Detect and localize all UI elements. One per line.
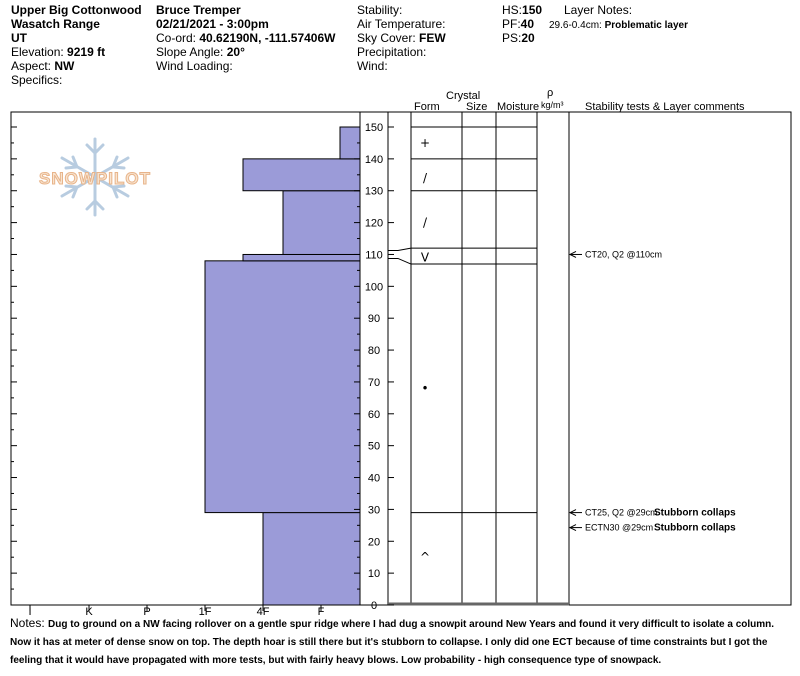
stability-test-label: ECTN30 @29cm — [585, 523, 653, 533]
col-moisture: Moisture — [497, 101, 540, 113]
stability-test-label: CT20, Q2 @110cm — [585, 249, 662, 259]
crystal-form-symbol: V — [421, 251, 430, 265]
crystal-form-symbol: / — [423, 171, 428, 185]
crystal-form-symbol: • — [421, 381, 428, 395]
notes-label: Notes: — [10, 616, 45, 630]
pf-value: PF:40 — [502, 17, 535, 31]
layer-connector — [388, 257, 412, 265]
watermark-text: SNOWPILOT — [39, 169, 151, 189]
depth-tick-label: 150 — [365, 122, 383, 134]
stability-comment: Stubborn collaps — [654, 523, 736, 534]
depth-tick-label: 60 — [368, 409, 380, 421]
snowflake-icon — [60, 137, 130, 217]
depth-tick-label: 130 — [365, 186, 383, 198]
depth-tick-label: 140 — [365, 154, 383, 166]
notes-section: Notes: Dug to ground on a NW facing roll… — [10, 615, 790, 669]
col-density-symbol: ρ — [547, 87, 554, 99]
crystal-form-symbol: ^ — [420, 550, 430, 564]
stability-arrowhead — [568, 524, 577, 532]
hs-value: HS:150 — [502, 3, 543, 17]
depth-tick-label: 110 — [365, 249, 383, 261]
depth-tick-label: 80 — [368, 345, 380, 357]
stability-arrowhead — [568, 251, 577, 258]
hardness-bar — [242, 158, 361, 192]
state: UT — [11, 31, 27, 45]
depth-tick-label: 10 — [368, 568, 380, 580]
hardness-tick-label: F — [318, 606, 325, 618]
observer: Bruce Tremper — [156, 3, 241, 17]
hardness-bar — [242, 253, 361, 262]
depth-tick-label: 50 — [368, 441, 380, 453]
depth-tick-label: 120 — [365, 218, 383, 230]
hardness-bar — [204, 260, 361, 514]
sky-cover: Sky Cover: FEW — [357, 31, 446, 45]
stability-label: Stability: — [357, 3, 403, 17]
crystal-form-symbol: / — [423, 216, 428, 230]
hardness-tick-label: 1F — [199, 606, 212, 618]
notes-text: Dug to ground on a NW facing rollover on… — [10, 619, 775, 666]
stability-arrowhead — [568, 509, 577, 517]
mountain-range: Wasatch Range — [11, 17, 100, 31]
stability-comment: Stubborn collaps — [654, 508, 736, 519]
slope-angle: Slope Angle: 20° — [156, 45, 245, 59]
col-density-unit: kg/m³ — [541, 100, 564, 110]
layer-notes-label: Layer Notes: — [564, 3, 633, 17]
hardness-tick-label: P — [143, 606, 150, 618]
crystal-form-symbol: + — [420, 136, 430, 150]
depth-tick-label: 100 — [365, 281, 383, 293]
air-temperature-label: Air Temperature: — [357, 17, 446, 31]
depth-tick-label: 30 — [368, 504, 380, 516]
snowpilot-watermark: SNOWPILOT — [30, 135, 160, 220]
ps-value: PS:20 — [502, 31, 535, 45]
depth-tick-label: 20 — [368, 536, 380, 548]
hardness-tick-label: I — [28, 606, 31, 618]
hardness-bar — [282, 190, 361, 255]
specifics-label: Specifics: — [11, 73, 63, 87]
date-time: 02/21/2021 - 3:00pm — [156, 17, 269, 31]
hardness-bar — [262, 512, 361, 606]
depth-tick-label: 70 — [368, 377, 380, 389]
layer-connector — [388, 247, 412, 251]
layer-note: 29.6-0.4cm: Problematic layer — [549, 20, 688, 31]
location-name: Upper Big Cottonwood — [11, 3, 142, 17]
wind-label: Wind: — [357, 59, 388, 73]
depth-tick-label: 40 — [368, 473, 380, 485]
depth-tick-label: 0 — [371, 600, 377, 612]
depth-tick-label: 90 — [368, 313, 380, 325]
coordinates: Co-ord: 40.62190N, -111.57406W — [156, 31, 336, 45]
wind-loading-label: Wind Loading: — [156, 59, 233, 73]
elevation: Elevation: 9219 ft — [11, 45, 106, 59]
aspect: Aspect: NW — [11, 59, 75, 73]
precipitation-label: Precipitation: — [357, 45, 427, 59]
col-stability: Stability tests & Layer comments — [585, 101, 745, 113]
stability-test-label: CT25, Q2 @29cm — [585, 508, 658, 518]
col-form: Form — [414, 101, 440, 113]
hardness-tick-label: K — [85, 606, 93, 618]
col-crystal: Crystal — [446, 90, 481, 102]
hardness-tick-label: 4F — [257, 606, 270, 618]
col-size: Size — [466, 101, 488, 113]
